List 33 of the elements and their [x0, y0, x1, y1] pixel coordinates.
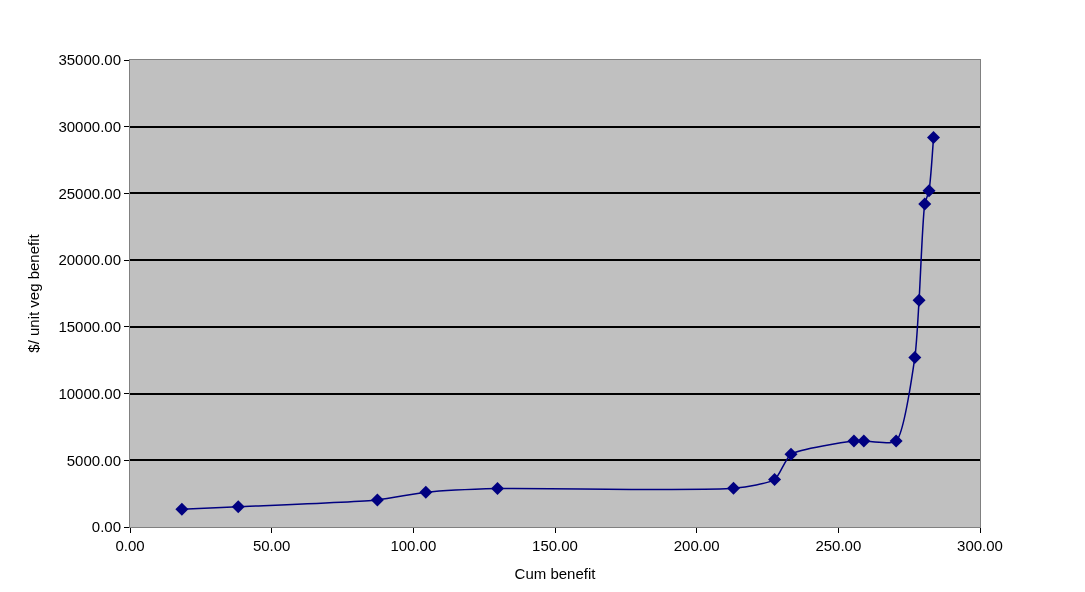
x-tick-label: 0.00 [115, 537, 145, 554]
y-tick-label: 35000.00 [58, 51, 121, 69]
y-tick-label: 0.00 [91, 518, 121, 536]
point [727, 481, 740, 495]
point [918, 197, 932, 211]
x-tick-label: 300.00 [957, 537, 1003, 554]
point [857, 434, 871, 448]
x-tick-label: 200.00 [673, 537, 720, 554]
x-tick-label: 100.00 [390, 537, 437, 554]
y-tick-label: 20000.00 [58, 251, 121, 269]
x-tick-label: 150.00 [532, 537, 578, 554]
point [231, 500, 245, 514]
point [927, 130, 941, 144]
point [847, 434, 861, 448]
y-tick-label: 25000.00 [58, 184, 121, 202]
point [370, 493, 384, 507]
x-tick-label: 250.00 [815, 537, 862, 554]
point [889, 434, 903, 448]
point [490, 482, 504, 496]
x-axis-title: Cum benefit [514, 565, 597, 582]
point [768, 473, 782, 486]
y-tick-label: 10000.00 [58, 384, 121, 402]
point [922, 184, 936, 198]
y-tick-label: 30000.00 [58, 117, 121, 135]
point [912, 293, 926, 307]
x-tick-label: 50.00 [252, 537, 291, 554]
point [175, 502, 189, 516]
y-tick-label: 15000.00 [58, 318, 121, 336]
y-tick-label: 5000.00 [66, 451, 121, 469]
point [784, 447, 798, 461]
point [419, 485, 433, 499]
y-axis-title: $/ unit veg benefit [24, 233, 42, 353]
point [908, 351, 922, 365]
